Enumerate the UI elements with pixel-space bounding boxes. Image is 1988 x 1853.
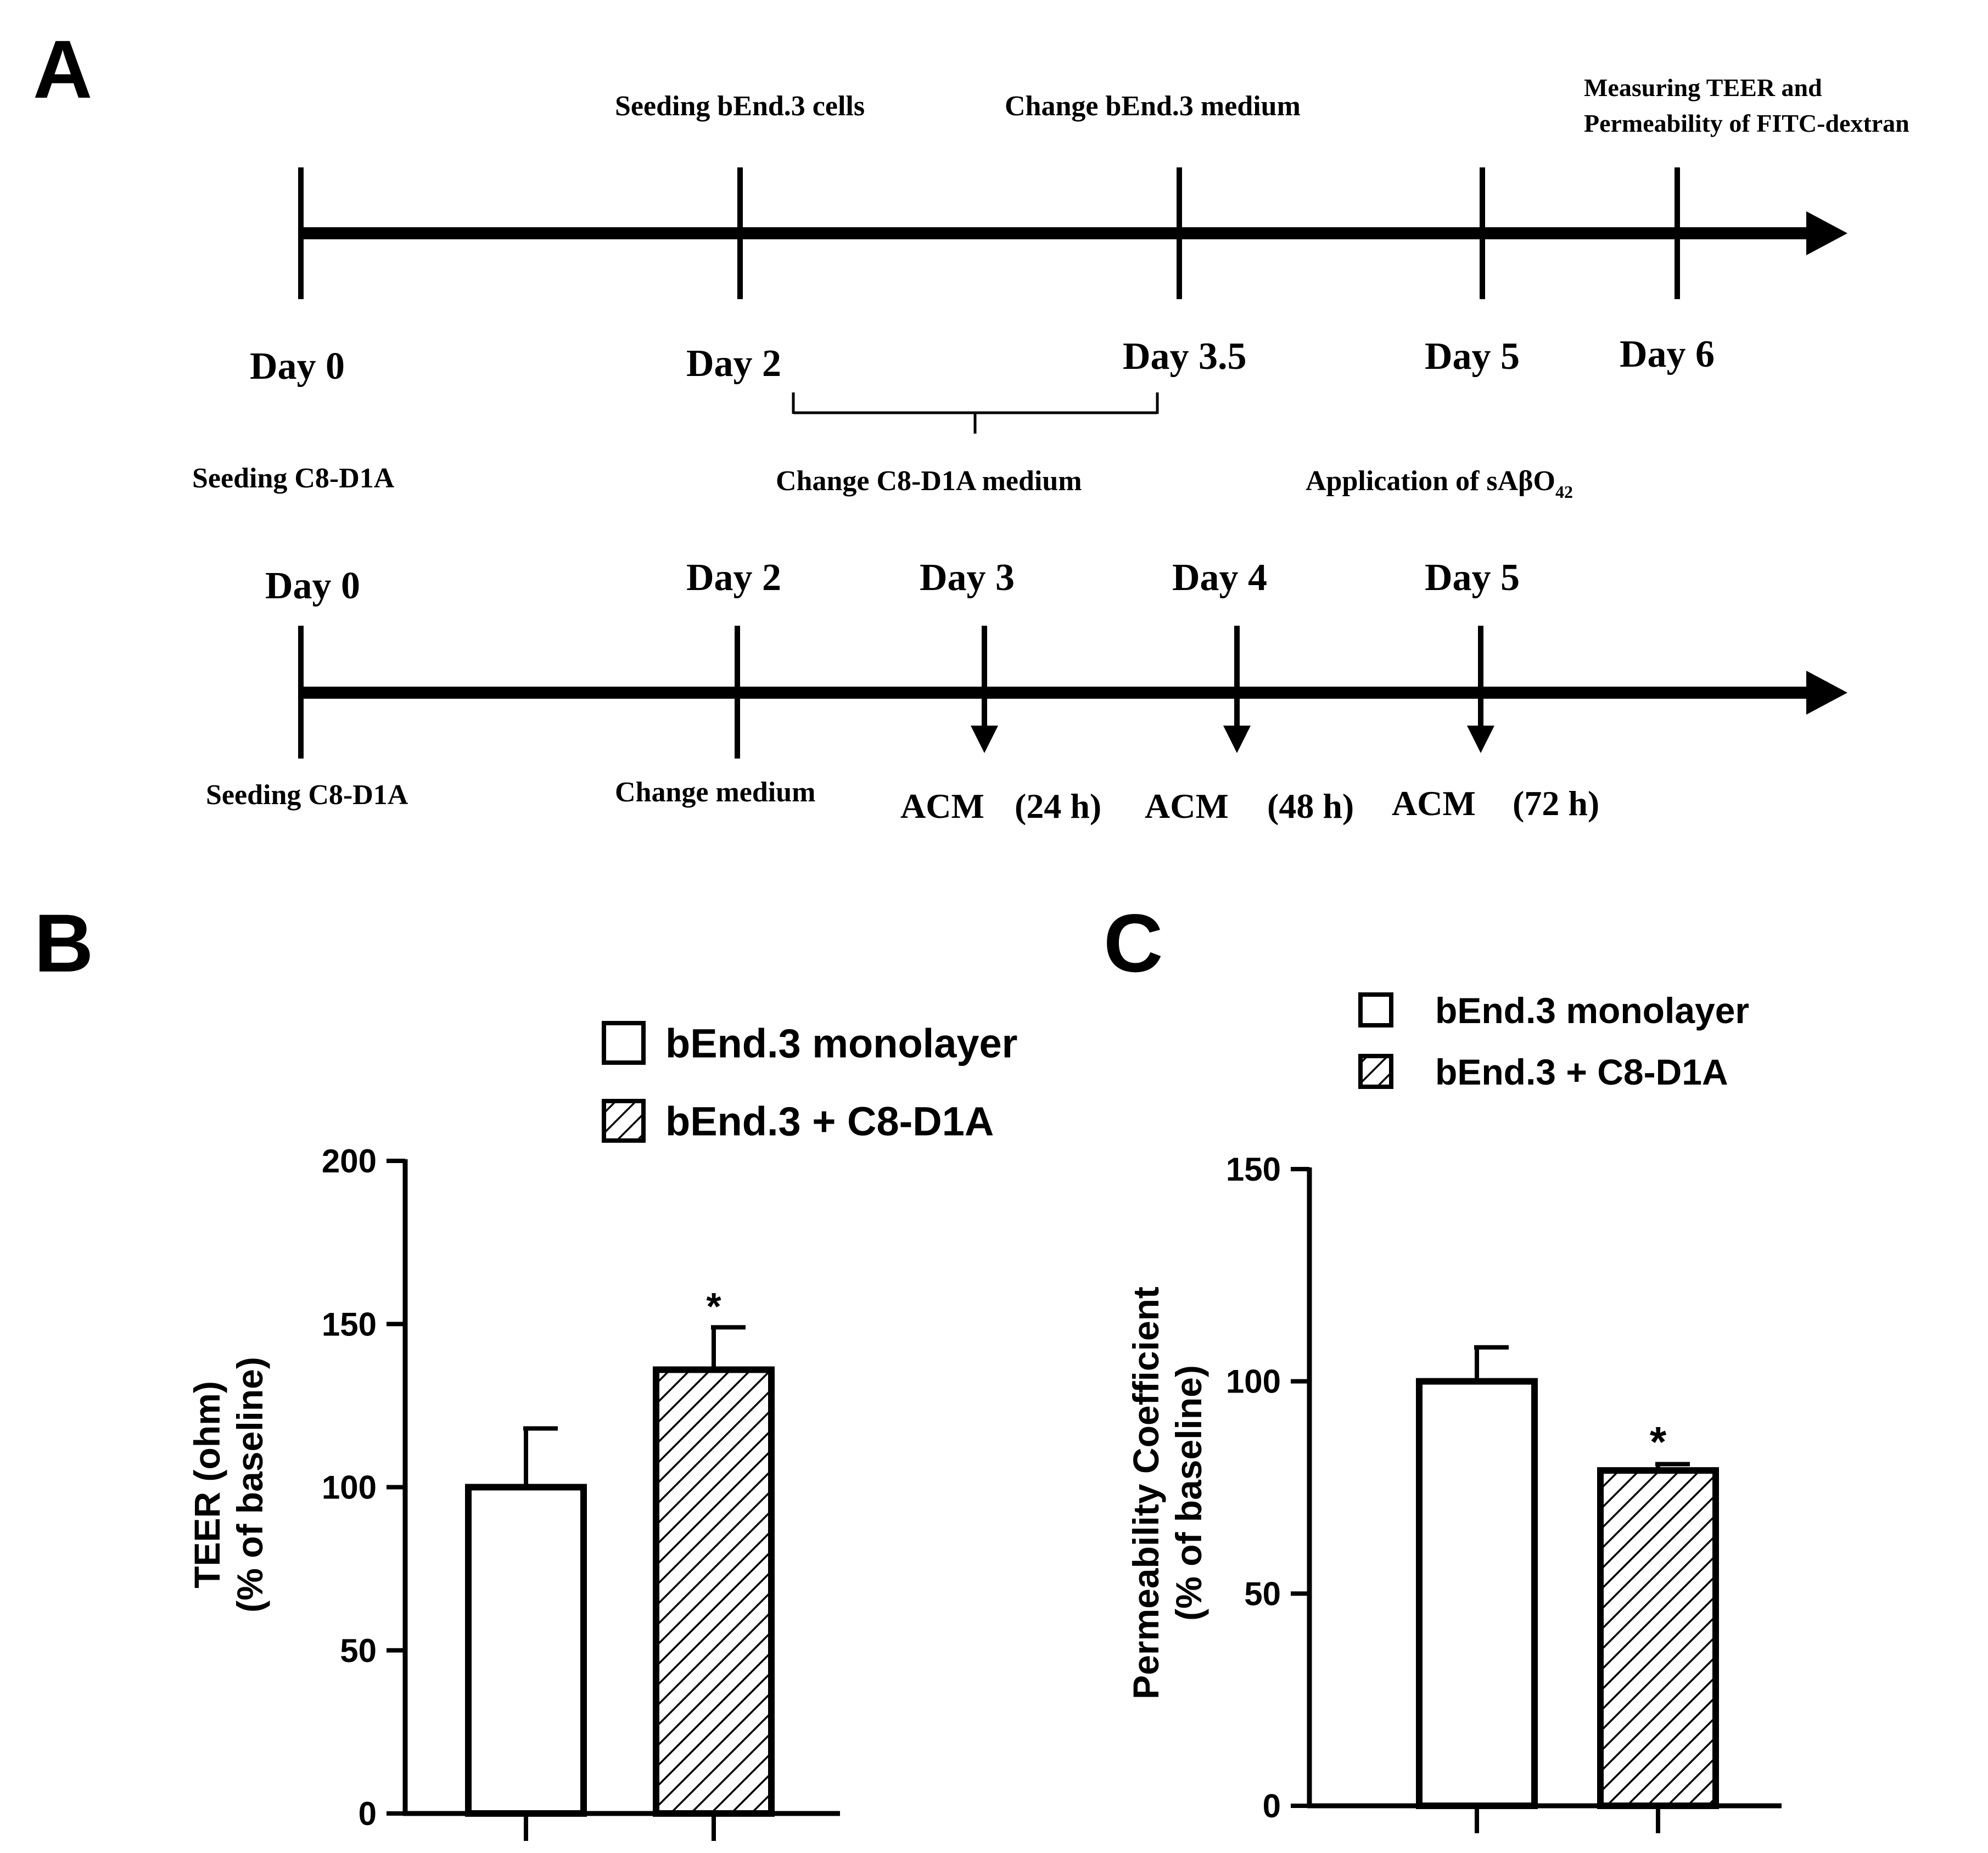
panel-a-label: A (33, 23, 92, 115)
chart-b-y-title-line2: (% of baseline) (229, 1357, 270, 1613)
chart-b-ytick-label-3: 150 (322, 1306, 377, 1343)
chart-c-legend-label-1: bEnd.3 + C8-D1A (1435, 1052, 1728, 1092)
timeline-top-day0: Day 0 (250, 345, 345, 388)
label-application-sabo42: Application of sAβO42 (1306, 465, 1573, 502)
chart-b-y-title: TEER (ohm) (% of baseline) (187, 1357, 270, 1613)
panel-c-label: C (1104, 897, 1163, 989)
chart-b-bar-1 (653, 1366, 775, 1817)
timeline-bottom-arrowhead-day3 (971, 726, 998, 753)
chart-c-significance-1: * (1650, 1417, 1667, 1465)
label-acm-1: ACM (900, 787, 984, 826)
label-measuring-line1: Measuring TEER and (1584, 74, 1822, 102)
timeline-bottom-day2: Day 2 (686, 557, 781, 599)
chart-c-legend-swatch-1 (1358, 1054, 1393, 1089)
label-acm-2: ACM (1145, 787, 1229, 826)
chart-c-ytick-label-2: 100 (1226, 1363, 1281, 1400)
timeline-bottom-day4: Day 4 (1172, 557, 1267, 599)
label-change-medium: Change medium (615, 777, 815, 808)
timeline-top (298, 167, 1847, 299)
bracket-c8-medium (792, 392, 1159, 434)
panel-b-label: B (34, 897, 93, 989)
chart-c: 0 50 100 150 Permeability Coefficient (% of b… (1125, 990, 1782, 1833)
chart-b-bar-0 (465, 1484, 587, 1817)
label-acm-3: ACM (1392, 784, 1476, 823)
chart-b-legend-label-0: bEnd.3 monolayer (665, 1021, 1017, 1066)
timeline-bottom-arrowhead-day4 (1223, 726, 1251, 753)
timeline-bottom-day5: Day 5 (1425, 557, 1520, 599)
chart-b-legend-swatch-0 (602, 1021, 646, 1065)
label-seeding-c8-top: Seeding C8-D1A (192, 463, 395, 494)
timeline-bottom-day0: Day 0 (265, 565, 360, 607)
label-seeding-c8-bottom: Seeding C8-D1A (206, 779, 408, 811)
chart-b-y-title-line1: TEER (ohm) (187, 1381, 227, 1588)
chart-c-ytick-label-0: 0 (1263, 1788, 1281, 1824)
timeline-top-day35: Day 3.5 (1123, 335, 1247, 378)
chart-b: 0 50 100 150 200 TEER (ohm) (% of baseline) * bE… (187, 1021, 1017, 1841)
chart-c-ytick-label-3: 150 (1226, 1151, 1281, 1188)
chart-c-y-title-line2: (% of baseline) (1168, 1365, 1209, 1621)
label-acm-2-time: (48 h) (1267, 787, 1354, 826)
timeline-bottom (298, 626, 1847, 759)
label-measuring-line2: Permeability of FITC-dextran (1584, 109, 1909, 137)
chart-b-ytick-label-4: 200 (322, 1143, 377, 1180)
timeline-bottom-arrowhead (1806, 671, 1847, 715)
chart-b-ytick-label-2: 100 (322, 1469, 377, 1506)
timeline-bottom-day3: Day 3 (920, 557, 1015, 599)
label-acm-1-time: (24 h) (1015, 787, 1101, 826)
chart-b-ytick-label-1: 50 (340, 1632, 377, 1669)
timeline-top-day5: Day 5 (1425, 335, 1520, 378)
timeline-top-day6: Day 6 (1620, 333, 1715, 375)
chart-c-legend-swatch-0 (1358, 992, 1393, 1027)
chart-b-significance-1: * (706, 1285, 721, 1328)
label-acm-3-time: (72 h) (1513, 784, 1599, 823)
chart-c-bar-0 (1416, 1378, 1538, 1810)
chart-c-y-title: Permeability Coefficient (% of baseline) (1125, 1287, 1209, 1699)
timeline-top-day2: Day 2 (686, 342, 781, 385)
chart-c-y-title-line1: Permeability Coefficient (1125, 1287, 1166, 1699)
chart-c-ytick-label-1: 50 (1244, 1575, 1281, 1612)
chart-c-legend-label-0: bEnd.3 monolayer (1435, 990, 1749, 1031)
timeline-top-arrowhead (1806, 211, 1847, 255)
chart-b-legend-swatch-1 (602, 1099, 646, 1143)
label-change-bend-medium: Change bEnd.3 medium (1005, 91, 1301, 122)
chart-c-bar-1 (1597, 1467, 1719, 1809)
chart-b-ytick-label-0: 0 (359, 1795, 377, 1832)
label-seeding-bend: Seeding bEnd.3 cells (615, 91, 865, 122)
timeline-bottom-arrowhead-day5 (1467, 726, 1494, 753)
label-change-c8-medium: Change C8-D1A medium (776, 465, 1082, 497)
chart-b-legend-label-1: bEnd.3 + C8-D1A (665, 1099, 994, 1144)
